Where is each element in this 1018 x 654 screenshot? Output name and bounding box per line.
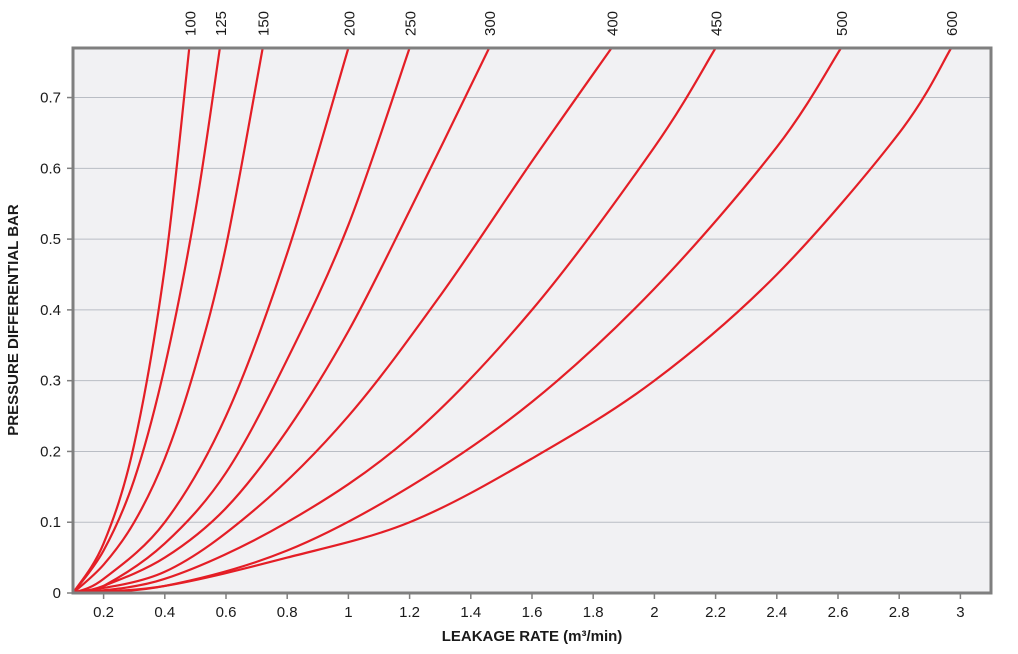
- x-tick-label: 2.8: [889, 604, 910, 621]
- series-label-400: 400: [605, 11, 622, 36]
- x-tick-label: 1.6: [522, 604, 543, 621]
- x-tick-label: 1.4: [460, 604, 481, 621]
- y-tick-label: 0.2: [40, 443, 61, 460]
- x-axis-ticks: 0.2 0.4 0.6 0.8 1 1.2 1.4 1.6 1.8 2 2.2 2.4 2.6 2.8 3: [93, 593, 965, 621]
- series-label-600: 600: [944, 11, 961, 36]
- series-line-100: [71, 46, 191, 595]
- y-tick-label: 0.6: [40, 160, 61, 177]
- series-label-200: 200: [341, 11, 358, 36]
- series-label-125: 125: [213, 11, 230, 36]
- series-line-200: [71, 46, 350, 595]
- x-tick-label: 0.8: [277, 604, 298, 621]
- y-tick-label: 0.7: [40, 90, 61, 107]
- series-line-600: [71, 46, 953, 595]
- series-line-300: [71, 46, 491, 595]
- x-tick-label: 2.4: [766, 604, 787, 621]
- y-axis-ticks: 0 0.1 0.2 0.3 0.4 0.5 0.6 0.7: [40, 90, 73, 602]
- x-tick-label: 1: [344, 604, 352, 621]
- series-line-400: [71, 46, 613, 595]
- x-tick-label: 2: [650, 604, 658, 621]
- series-label-250: 250: [403, 11, 420, 36]
- x-tick-label: 0.4: [154, 604, 175, 621]
- series-labels: 100 125 150 200 250 300 400 450 500 600: [182, 11, 961, 36]
- y-tick-label: 0: [53, 585, 61, 602]
- series-label-150: 150: [256, 11, 273, 36]
- series-line-250: [71, 46, 411, 595]
- y-tick-label: 0.3: [40, 373, 61, 390]
- x-tick-label: 0.6: [216, 604, 237, 621]
- series-lines: [71, 46, 953, 595]
- x-tick-label: 3: [956, 604, 964, 621]
- series-line-150: [71, 46, 264, 595]
- x-tick-label: 2.6: [828, 604, 849, 621]
- series-line-125: [71, 46, 221, 595]
- grid-lines: [73, 97, 991, 523]
- y-tick-label: 0.1: [40, 514, 61, 531]
- x-axis-title: LEAKAGE RATE (m³/min): [442, 628, 623, 645]
- series-label-300: 300: [482, 11, 499, 36]
- x-tick-label: 2.2: [705, 604, 726, 621]
- x-tick-label: 1.2: [399, 604, 420, 621]
- series-label-100: 100: [182, 11, 199, 36]
- x-tick-label: 0.2: [93, 604, 114, 621]
- series-label-500: 500: [834, 11, 851, 36]
- series-label-450: 450: [709, 11, 726, 36]
- plot-area: [73, 48, 991, 593]
- y-tick-label: 0.4: [40, 302, 61, 319]
- series-line-450: [71, 46, 717, 595]
- y-axis-title: PRESSURE DIFFERENTIAL BAR: [5, 204, 22, 436]
- y-tick-label: 0.5: [40, 231, 61, 248]
- x-tick-label: 1.8: [583, 604, 604, 621]
